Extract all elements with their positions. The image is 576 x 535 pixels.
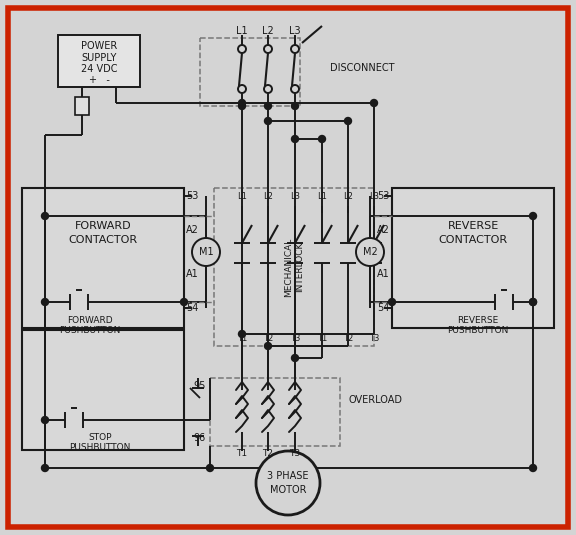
Circle shape [192, 238, 220, 266]
Circle shape [256, 451, 320, 515]
Circle shape [264, 342, 271, 349]
Text: T2: T2 [263, 333, 273, 342]
Text: CONTACTOR: CONTACTOR [69, 235, 138, 245]
Text: L2: L2 [262, 26, 274, 36]
Text: PUSHBUTTON: PUSHBUTTON [59, 325, 121, 334]
Text: REVERSE: REVERSE [457, 316, 499, 325]
Text: A2: A2 [186, 225, 199, 235]
Text: 54: 54 [186, 303, 198, 313]
Circle shape [291, 103, 298, 110]
Text: PUSHBUTTON: PUSHBUTTON [448, 325, 509, 334]
Text: STOP: STOP [88, 433, 112, 442]
Bar [210, 378, 340, 446]
Circle shape [370, 100, 377, 106]
Circle shape [264, 45, 272, 53]
Text: A2: A2 [377, 225, 390, 235]
Circle shape [291, 85, 299, 93]
Circle shape [291, 45, 299, 53]
Text: MOTOR: MOTOR [270, 485, 306, 495]
Text: 53: 53 [186, 191, 198, 201]
Text: MECHANICAL
INTERLOCK: MECHANICAL INTERLOCK [285, 238, 304, 296]
Text: 53: 53 [378, 191, 390, 201]
Circle shape [238, 103, 245, 110]
Circle shape [238, 331, 245, 338]
Circle shape [41, 464, 48, 471]
Circle shape [41, 212, 48, 219]
Text: A1: A1 [377, 269, 390, 279]
Text: 96: 96 [194, 433, 206, 443]
Circle shape [238, 85, 246, 93]
Text: 3 PHASE: 3 PHASE [267, 471, 309, 481]
Circle shape [319, 135, 325, 142]
Text: FORWARD: FORWARD [67, 316, 113, 325]
Bar [214, 188, 374, 346]
Text: T3: T3 [369, 333, 379, 342]
Text: L3: L3 [290, 192, 300, 201]
Circle shape [291, 135, 298, 142]
Text: L1: L1 [317, 192, 327, 201]
Circle shape [238, 45, 246, 53]
Bar [58, 35, 140, 87]
Text: L3: L3 [369, 192, 379, 201]
Text: 24 VDC: 24 VDC [81, 64, 118, 74]
Circle shape [356, 238, 384, 266]
Text: 95: 95 [194, 381, 206, 391]
Circle shape [238, 100, 245, 106]
Bar [392, 188, 554, 328]
Text: T1: T1 [237, 333, 247, 342]
Circle shape [264, 103, 271, 110]
Circle shape [529, 212, 536, 219]
Text: T1: T1 [236, 449, 248, 458]
Text: POWER: POWER [81, 41, 117, 51]
Text: T1: T1 [317, 333, 327, 342]
Text: +   -: + - [89, 75, 109, 85]
Text: 54: 54 [378, 303, 390, 313]
Text: T2: T2 [343, 333, 353, 342]
Text: DISCONNECT: DISCONNECT [330, 63, 395, 73]
Text: L2: L2 [263, 192, 273, 201]
Text: PUSHBUTTON: PUSHBUTTON [69, 444, 131, 453]
Text: M1: M1 [199, 247, 213, 257]
Text: L1: L1 [236, 26, 248, 36]
Text: L2: L2 [343, 192, 353, 201]
Text: M2: M2 [363, 247, 377, 257]
Circle shape [388, 299, 396, 305]
Text: A1: A1 [186, 269, 199, 279]
Circle shape [264, 118, 271, 125]
Text: L1: L1 [237, 192, 247, 201]
Text: FORWARD: FORWARD [75, 221, 131, 231]
Bar [75, 97, 89, 115]
Bar [22, 188, 184, 328]
Circle shape [41, 417, 48, 424]
Text: L3: L3 [289, 26, 301, 36]
Circle shape [264, 85, 272, 93]
Text: T3: T3 [290, 333, 300, 342]
Text: SUPPLY: SUPPLY [81, 53, 117, 63]
Circle shape [291, 355, 298, 362]
Circle shape [529, 464, 536, 471]
Bar [22, 330, 184, 450]
Text: T2: T2 [263, 449, 274, 458]
Text: REVERSE: REVERSE [448, 221, 499, 231]
Text: T3: T3 [289, 449, 301, 458]
Circle shape [529, 299, 536, 305]
Circle shape [41, 299, 48, 305]
Circle shape [180, 299, 188, 305]
Circle shape [207, 464, 214, 471]
Text: OVERLOAD: OVERLOAD [348, 395, 402, 405]
Bar [200, 38, 300, 106]
Text: CONTACTOR: CONTACTOR [438, 235, 507, 245]
Circle shape [529, 299, 536, 305]
Circle shape [344, 118, 351, 125]
